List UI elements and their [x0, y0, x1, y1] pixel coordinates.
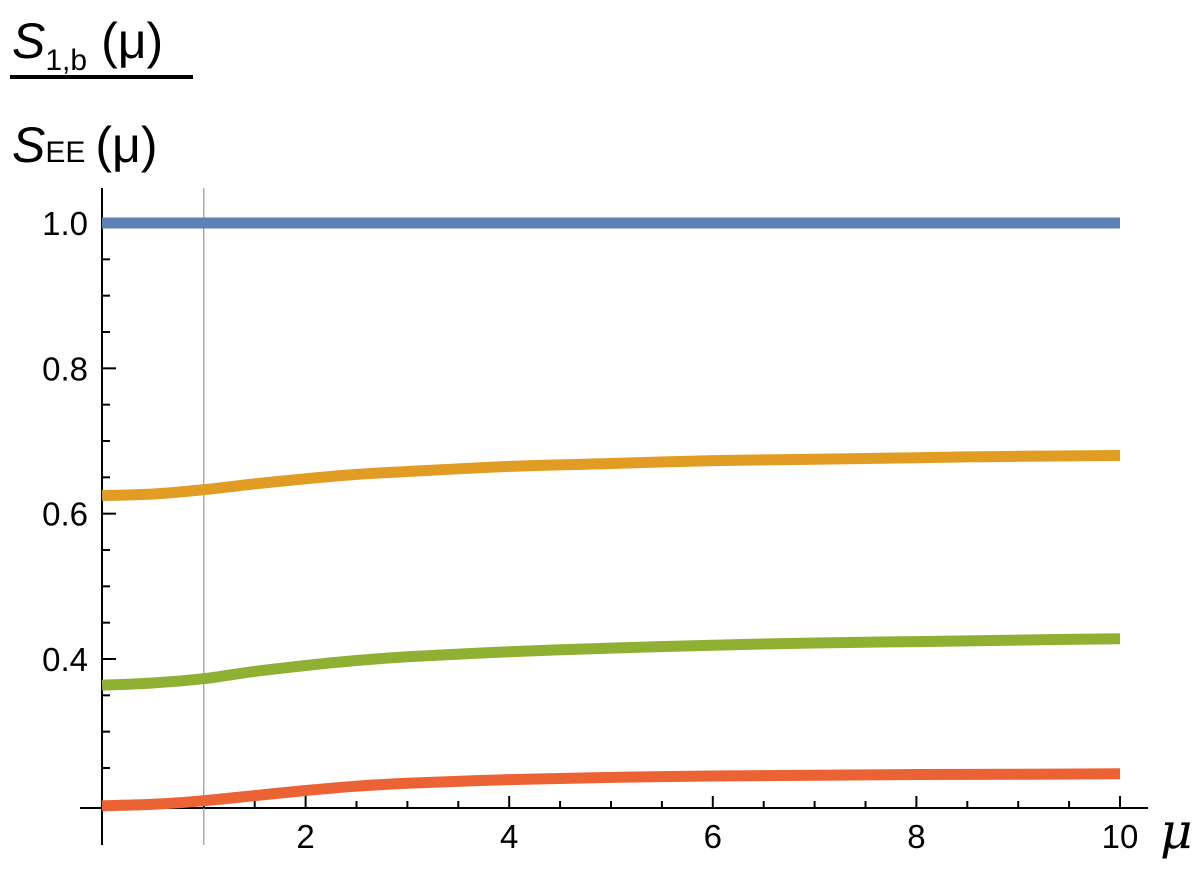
x-tick-label: 10: [1102, 818, 1139, 855]
series-group: [101, 217, 1121, 812]
y-tick-label: 1.0: [42, 205, 88, 242]
y-label-numerator-argument: (μ): [101, 13, 163, 69]
y-label-numerator-symbol: S: [12, 13, 45, 69]
x-tick-label: 2: [296, 818, 314, 855]
series-line-red: [101, 768, 1121, 812]
y-label-denominator-symbol: S: [12, 117, 45, 173]
y-label-numerator: S1,b (μ): [12, 13, 163, 77]
y-label-denominator-argument: (μ): [95, 117, 157, 173]
y-ticks: 0.4 0.6 0.8 1.0: [42, 205, 116, 769]
x-tick-label: 4: [500, 818, 518, 855]
y-label-denominator-subscript: EE: [45, 136, 85, 169]
y-label-denominator: SEE (μ): [12, 117, 158, 173]
y-tick-label: 0.6: [42, 496, 88, 533]
x-ticks: 2 4 6 8 10: [151, 796, 1139, 855]
x-axis-label: μ: [1160, 802, 1193, 860]
y-tick-label: 0.4: [42, 641, 88, 678]
y-label-numerator-subscript: 1,b: [45, 44, 87, 77]
x-tick-label: 8: [907, 818, 925, 855]
series-line-orange: [101, 450, 1121, 501]
y-tick-label: 0.8: [42, 350, 88, 387]
series-line-green: [101, 633, 1121, 691]
x-tick-label: 6: [704, 818, 722, 855]
y-axis-label: S1,b (μ) SEE (μ): [10, 13, 193, 173]
